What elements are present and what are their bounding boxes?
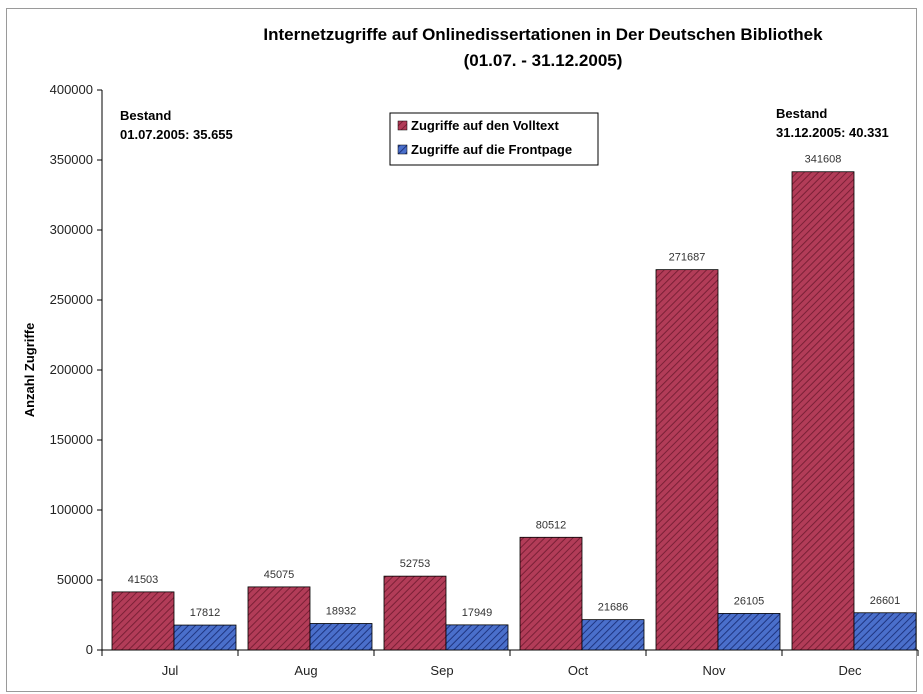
y-axis-label: Anzahl Zugriffe	[22, 323, 37, 418]
x-tick-label: Dec	[838, 663, 862, 678]
chart-frame	[6, 8, 917, 692]
bar-frontpage	[309, 623, 373, 651]
y-tick-label: 200000	[50, 362, 93, 377]
bar-frontpage	[445, 624, 509, 651]
chart-subtitle: (01.07. - 31.12.2005)	[464, 51, 623, 70]
bar-frontpage	[581, 619, 645, 651]
data-label: 17949	[462, 607, 493, 619]
data-label: 21686	[598, 602, 629, 614]
bars	[111, 171, 917, 651]
bar-volltext	[791, 171, 855, 651]
annotation-right: Bestand 31.12.2005: 40.331	[776, 106, 889, 140]
annotation-left-line1: Bestand	[120, 108, 171, 123]
legend-swatch-volltext	[397, 120, 408, 131]
legend: Zugriffe auf den Volltext Zugriffe auf d…	[389, 112, 599, 166]
bar-frontpage	[717, 613, 781, 651]
y-tick-label: 300000	[50, 222, 93, 237]
x-axis: Jul Aug Sep Oct Nov Dec	[101, 649, 919, 678]
y-tick-label: 350000	[50, 152, 93, 167]
annotation-left: Bestand 01.07.2005: 35.655	[120, 108, 233, 142]
annotation-right-line1: Bestand	[776, 106, 827, 121]
legend-box	[389, 112, 599, 166]
bar-frontpage	[173, 624, 237, 651]
x-tick-label: Jul	[162, 663, 179, 678]
bar-volltext	[383, 575, 447, 651]
data-label: 26105	[734, 595, 765, 607]
y-tick-label: 0	[86, 642, 93, 657]
bar-volltext	[111, 591, 175, 651]
bar-volltext	[247, 586, 311, 651]
data-label: 41503	[128, 574, 159, 586]
data-label: 17812	[190, 607, 221, 619]
data-labels: 41503 45075 52753 80512 271687 341608 17812 189…	[128, 154, 901, 619]
y-tick-label: 150000	[50, 432, 93, 447]
x-tick-label: Nov	[702, 663, 726, 678]
bar-volltext	[519, 536, 583, 651]
y-tick-label: 400000	[50, 82, 93, 97]
data-label: 341608	[805, 154, 842, 166]
bar-volltext	[655, 269, 719, 651]
legend-label-volltext: Zugriffe auf den Volltext	[411, 118, 559, 133]
y-tick-label: 100000	[50, 502, 93, 517]
y-tick-label: 50000	[57, 572, 93, 587]
data-label: 26601	[870, 595, 901, 607]
data-label: 80512	[536, 519, 567, 531]
annotation-right-line2: 31.12.2005: 40.331	[776, 125, 889, 140]
annotation-left-line2: 01.07.2005: 35.655	[120, 127, 233, 142]
chart-title: Internetzugriffe auf Onlinedissertatione…	[263, 25, 823, 44]
y-tick-label: 250000	[50, 292, 93, 307]
x-tick-label: Aug	[294, 663, 317, 678]
data-label: 45075	[264, 569, 295, 581]
data-label: 52753	[400, 558, 431, 570]
data-label: 271687	[669, 252, 706, 264]
x-tick-label: Oct	[568, 663, 589, 678]
bar-frontpage	[853, 612, 917, 651]
data-label: 18932	[326, 605, 357, 617]
y-axis: 0 50000 100000 150000 200000 250000 300000 3500…	[50, 82, 103, 657]
x-tick-label: Sep	[430, 663, 453, 678]
legend-swatch-frontpage	[397, 144, 408, 155]
legend-label-frontpage: Zugriffe auf die Frontpage	[411, 142, 572, 157]
